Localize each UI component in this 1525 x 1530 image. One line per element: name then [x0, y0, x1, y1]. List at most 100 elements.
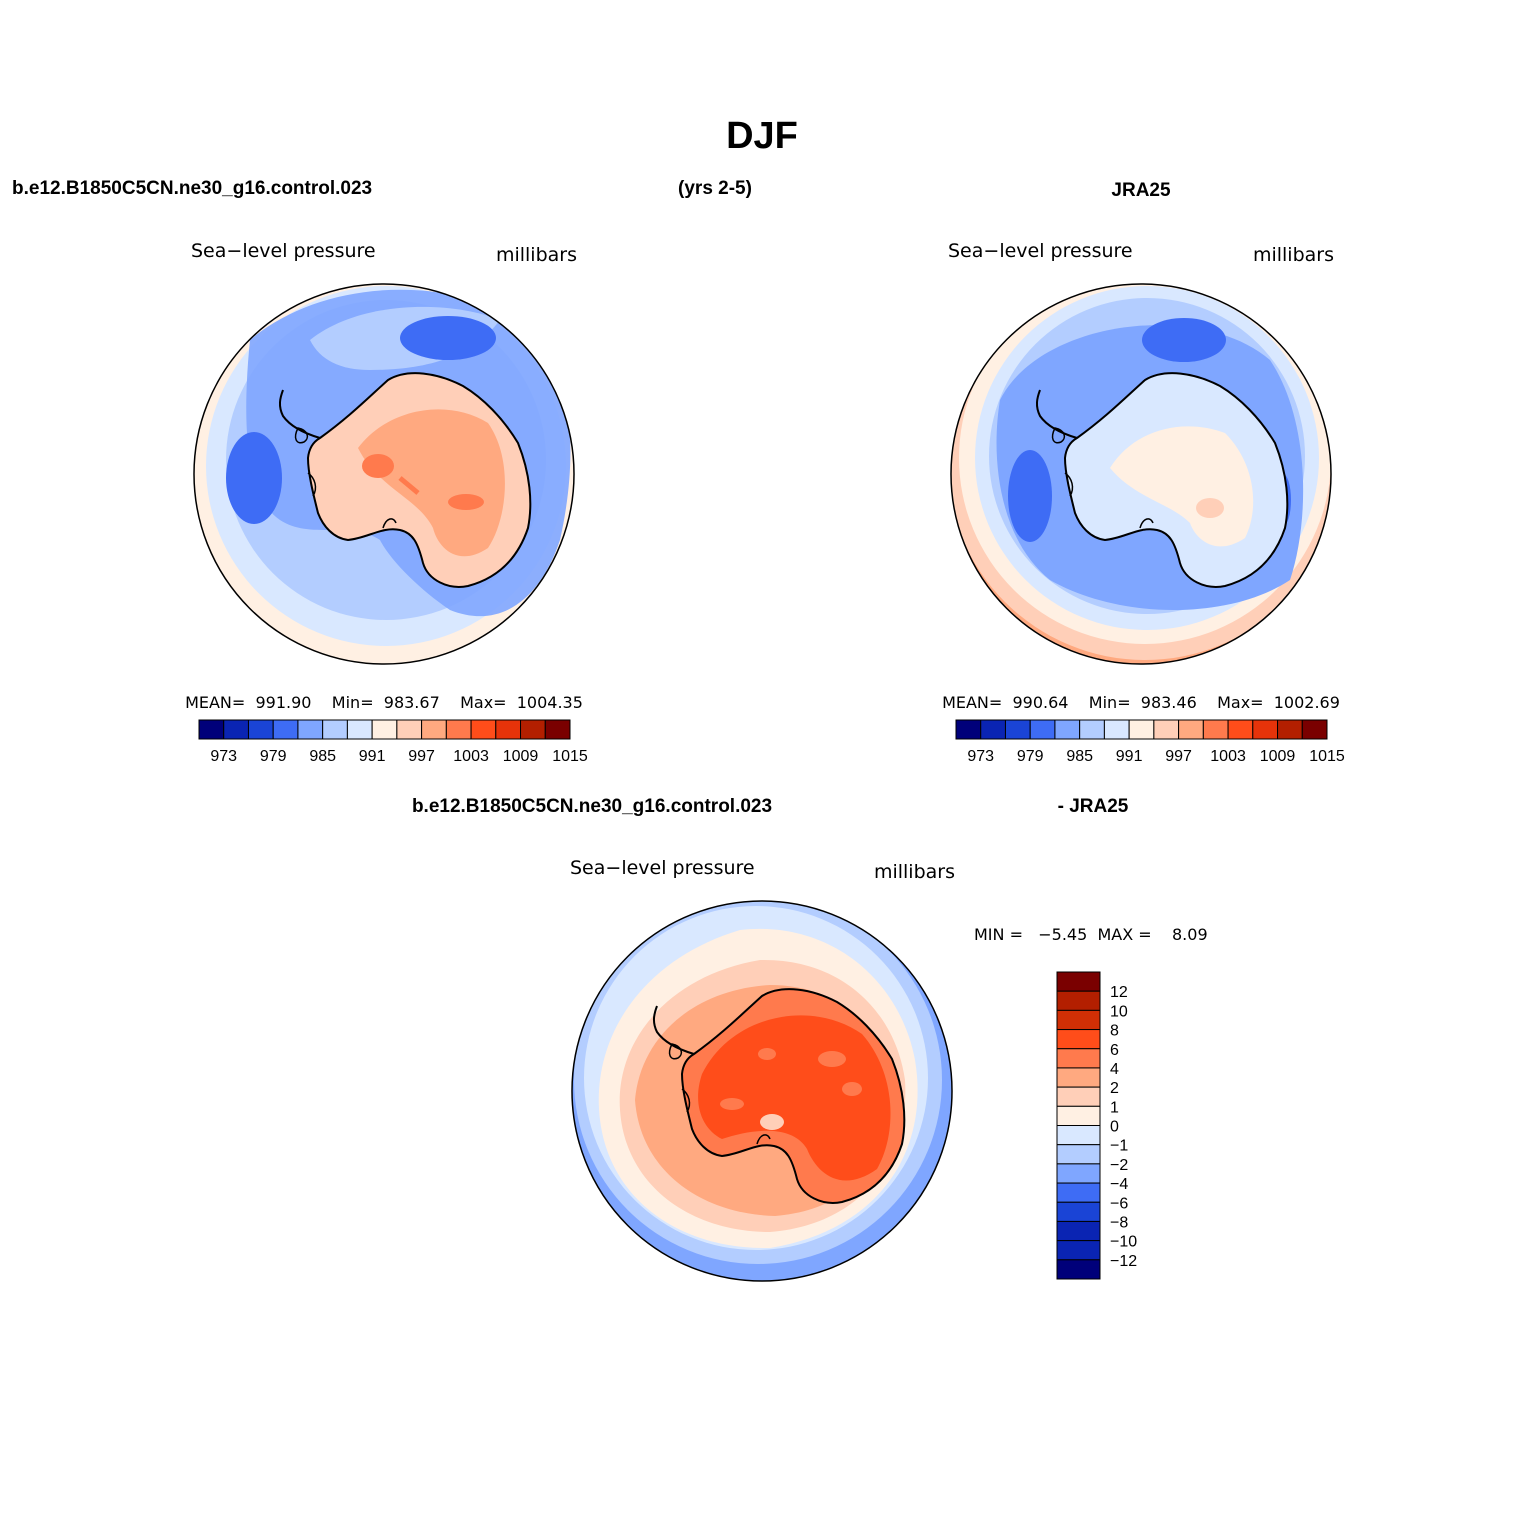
colorbar-box — [445, 719, 472, 740]
colorbar-box — [1056, 1144, 1101, 1165]
colorbar-box — [1056, 1259, 1101, 1280]
colorbar-box — [1277, 719, 1303, 740]
colorbar-box — [1056, 1009, 1101, 1031]
colorbar-box — [1153, 719, 1180, 740]
colorbar-tick-label: 997 — [408, 748, 435, 765]
colorbar-box — [1178, 719, 1204, 740]
colorbar-tick-label: 991 — [1116, 748, 1143, 765]
years-label: (yrs 2-5) — [678, 178, 752, 199]
panel-model-variable: Sea−level pressure — [191, 240, 376, 262]
colorbar-box — [1056, 1029, 1101, 1050]
panel-model-units: millibars — [496, 244, 577, 266]
colorbar-box — [955, 719, 982, 740]
colorbar-box — [1056, 1182, 1101, 1203]
colorbar-tick-label: 985 — [309, 748, 336, 765]
colorbar-tick-label: 1009 — [1260, 748, 1296, 765]
colorbar-box — [346, 719, 373, 740]
colorbar-tick-label: 991 — [359, 748, 386, 765]
colorbar-box — [1079, 719, 1105, 740]
colorbar-tick-label: 985 — [1066, 748, 1093, 765]
colorbar-box — [980, 719, 1006, 740]
colorbar-box — [1056, 971, 1101, 992]
colorbar-box — [1056, 1201, 1101, 1222]
colorbar-box — [272, 719, 299, 740]
colorbar-tick-label: 1003 — [1210, 748, 1246, 765]
colorbar-box — [1056, 1105, 1101, 1126]
colorbar-tick-label: 1009 — [503, 748, 539, 765]
colorbar-tick-label: −4 — [1110, 1176, 1128, 1193]
colorbar-tick-label: 2 — [1110, 1080, 1119, 1097]
colorbar-box — [322, 719, 348, 740]
colorbar-box — [1029, 719, 1056, 740]
colorbar-box — [1004, 719, 1031, 740]
colorbar-box — [1301, 719, 1328, 740]
colorbar-box — [297, 719, 324, 740]
colorbar-tick-label: −6 — [1110, 1195, 1128, 1212]
colorbar-box — [371, 719, 398, 740]
colorbar-box — [1054, 719, 1081, 740]
colorbar-box — [1056, 1163, 1101, 1184]
colorbar-box — [520, 719, 546, 740]
colorbar-box — [223, 719, 249, 740]
diff-case-label: b.e12.B1850C5CN.ne30_g16.control.023 — [412, 796, 772, 817]
panel-diff-map — [572, 901, 952, 1281]
colorbar-box — [198, 719, 225, 740]
colorbar-tick-label: −10 — [1110, 1234, 1137, 1251]
panel-obs-variable: Sea−level pressure — [948, 240, 1133, 262]
diff-ref-label: - JRA25 — [1058, 796, 1129, 817]
panel-model-map — [194, 284, 574, 664]
colorbar-tick-label: −12 — [1110, 1253, 1137, 1270]
panel-obs-stats: MEAN= 990.64 Min= 983.46 Max= 1002.69 — [942, 693, 1340, 712]
colorbar-box — [1103, 719, 1130, 740]
colorbar-box — [421, 719, 447, 740]
colorbar-box — [247, 719, 274, 740]
ref-label: JRA25 — [1111, 180, 1171, 201]
panel-obs-map — [951, 284, 1331, 664]
case-label: b.e12.B1850C5CN.ne30_g16.control.023 — [12, 178, 372, 199]
colorbar-tick-label: 997 — [1165, 748, 1192, 765]
colorbar-box — [1202, 719, 1229, 740]
colorbar-tick-label: 973 — [967, 748, 994, 765]
colorbar-box — [495, 719, 522, 740]
colorbar-tick-label: 4 — [1110, 1061, 1119, 1078]
colorbar-tick-label: 12 — [1110, 984, 1128, 1001]
colorbar-tick-label: 979 — [260, 748, 287, 765]
colorbar-box — [1252, 719, 1279, 740]
colorbar-tick-label: 1015 — [1309, 748, 1345, 765]
panel-obs-colorbar: 973 979 985 991 997 1003 1009 1015 — [955, 719, 1345, 765]
colorbar-tick-label: 6 — [1110, 1042, 1119, 1059]
panel-model-colorbar: 973 979 985 991 997 1003 1009 1015 — [198, 719, 588, 765]
panel-obs-units: millibars — [1253, 244, 1334, 266]
colorbar-box — [470, 719, 497, 740]
colorbar-box — [396, 719, 423, 740]
colorbar-tick-label: 8 — [1110, 1023, 1119, 1040]
panel-obs: Sea−level pressure millibars MEAN= 990.6… — [942, 240, 1345, 765]
panel-model: Sea−level pressure millibars MEAN= 991.9… — [185, 240, 588, 765]
colorbar-box — [1128, 719, 1155, 740]
colorbar-tick-label: −8 — [1110, 1214, 1128, 1231]
colorbar-box — [1056, 1048, 1101, 1069]
colorbar-tick-label: −2 — [1110, 1157, 1128, 1174]
panel-diff-units: millibars — [874, 861, 955, 883]
panel-diff-stats: MIN = −5.45 MAX = 8.09 — [974, 925, 1208, 944]
colorbar-box — [544, 719, 571, 740]
figure-title: DJF — [726, 115, 798, 157]
colorbar-tick-label: 973 — [210, 748, 237, 765]
colorbar-box — [1227, 719, 1254, 740]
colorbar-box — [1056, 1125, 1101, 1146]
panel-model-stats: MEAN= 991.90 Min= 983.67 Max= 1004.35 — [185, 693, 583, 712]
colorbar-box — [1056, 1240, 1101, 1261]
colorbar-box — [1056, 990, 1101, 1011]
colorbar-tick-label: 1003 — [453, 748, 489, 765]
colorbar-tick-label: 1 — [1110, 1099, 1119, 1116]
colorbar-box — [1056, 1086, 1101, 1107]
panel-diff: Sea−level pressure millibars MIN — [570, 857, 1208, 1282]
colorbar-box — [1056, 1067, 1101, 1088]
colorbar-tick-label: 0 — [1110, 1119, 1119, 1136]
colorbar-tick-label: 10 — [1110, 1003, 1128, 1020]
panel-diff-variable: Sea−level pressure — [570, 857, 755, 879]
colorbar-tick-label: 979 — [1017, 748, 1044, 765]
colorbar-tick-label: −1 — [1110, 1138, 1128, 1155]
